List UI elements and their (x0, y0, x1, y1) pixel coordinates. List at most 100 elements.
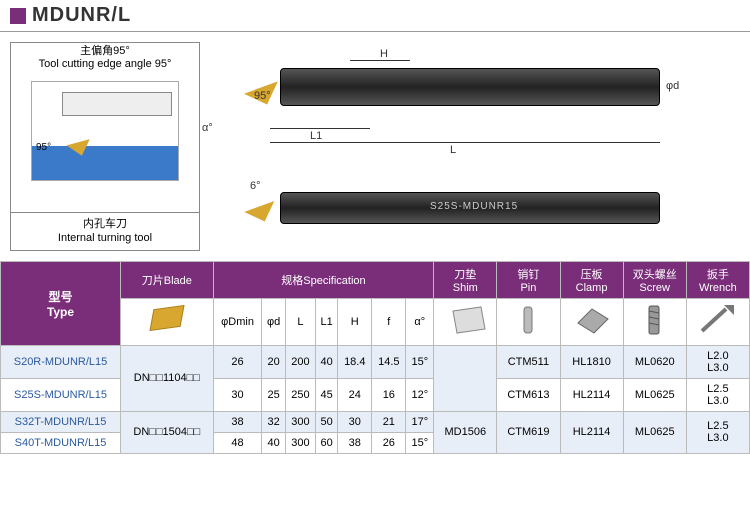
spec-col-H: H (338, 298, 372, 345)
spec-col-L1: L1 (316, 298, 338, 345)
cell: 21 (372, 411, 406, 432)
schematic-drawing: 95° (31, 81, 179, 181)
cell-type: S40T-MDUNR/L15 (1, 432, 121, 453)
cell: 300 (285, 411, 315, 432)
table-row: S32T-MDUNR/L15 DN□□1504□□ 38 32 300 50 3… (1, 411, 750, 432)
cell-type: S32T-MDUNR/L15 (1, 411, 121, 432)
schematic-workpiece (32, 146, 178, 180)
cell-wrench: L2.5 L3.0 (686, 378, 749, 411)
angle-caption-cn: 主偏角95° (11, 45, 199, 58)
cell: 30 (213, 378, 262, 411)
dim-L1: L1 (310, 130, 322, 142)
cell-type: S20R-MDUNR/L15 (1, 345, 121, 378)
cell: 38 (213, 411, 262, 432)
col-clamp: 压板 Clamp (560, 261, 623, 298)
angle-caption: 主偏角95° Tool cutting edge angle 95° (11, 43, 199, 71)
dim-phid: φd (666, 80, 679, 92)
schematic-box: 主偏角95° Tool cutting edge angle 95° 95° 内… (10, 42, 200, 251)
blade-image-cell (121, 298, 214, 345)
tool-bar-top (280, 68, 660, 106)
table-body: S20R-MDUNR/L15 DN□□1104□□ 26 20 200 40 1… (1, 345, 750, 453)
cell: 300 (285, 432, 315, 453)
spec-col-a: α° (406, 298, 434, 345)
cell-pin: CTM613 (497, 378, 560, 411)
cell-screw: ML0620 (623, 345, 686, 378)
insert-tip-bottom-icon (244, 201, 280, 227)
spec-col-dmin: φDmin (213, 298, 262, 345)
cell-shim: MD1506 (434, 411, 497, 453)
col-shim: 刀垫 Shim (434, 261, 497, 298)
cell: 16 (372, 378, 406, 411)
cell: 38 (338, 432, 372, 453)
cell: 17° (406, 411, 434, 432)
pin-image-cell (497, 298, 560, 345)
dim-H: H (380, 48, 388, 60)
angle-95-label: 95° (254, 90, 271, 102)
cell-pin: CTM511 (497, 345, 560, 378)
cell: 26 (372, 432, 406, 453)
caption-en: Internal turning tool (13, 231, 197, 245)
engraved-model: S25S-MDUNR15 (430, 201, 518, 212)
cell: 40 (316, 345, 338, 378)
schematic-top: 主偏角95° Tool cutting edge angle 95° 95° (11, 43, 199, 213)
col-screw: 双头螺丝 Screw (623, 261, 686, 298)
cell: 15° (406, 432, 434, 453)
cell: 200 (285, 345, 315, 378)
cell-wrench: L2.5 L3.0 (686, 411, 749, 453)
cell: 26 (213, 345, 262, 378)
angle-caption-en: Tool cutting edge angle 95° (11, 58, 199, 71)
page-header: MDUNR/L (0, 0, 750, 32)
schematic-caption: 内孔车刀 Internal turning tool (11, 213, 199, 250)
cell: 60 (316, 432, 338, 453)
shim-image-cell (434, 298, 497, 345)
header-square-icon (10, 8, 26, 24)
spec-table: 型号 Type 刀片Blade 规格Specification 刀垫 Shim … (0, 261, 750, 454)
cell: 24 (338, 378, 372, 411)
cell-blade: DN□□1104□□ (121, 345, 214, 411)
cell: 50 (316, 411, 338, 432)
product-title: MDUNR/L (32, 4, 131, 27)
cell: 14.5 (372, 345, 406, 378)
caption-cn: 内孔车刀 (13, 217, 197, 231)
angle-6-label: 6° (250, 180, 261, 192)
cell: 18.4 (338, 345, 372, 378)
clamp-image-cell (560, 298, 623, 345)
cell-shim (434, 345, 497, 411)
screw-image-cell (623, 298, 686, 345)
dim-L: L (450, 144, 456, 156)
pin-icon (506, 303, 550, 337)
col-blade: 刀片Blade (121, 261, 214, 298)
col-spec: 规格Specification (213, 261, 434, 298)
cell: 45 (316, 378, 338, 411)
dim-H-line (350, 60, 410, 61)
col-pin: 销钉 Pin (497, 261, 560, 298)
cell-blade: DN□□1504□□ (121, 411, 214, 453)
dim-L1-line (270, 128, 370, 129)
tool-render: H 95° α° L1 L φd 6° S25S-MDUNR15 (210, 42, 740, 251)
schematic-shaft (62, 92, 172, 116)
table-row: S25S-MDUNR/L15 30 25 250 45 24 16 12° CT… (1, 378, 750, 411)
cell-screw: ML0625 (623, 378, 686, 411)
cell-clamp: HL1810 (560, 345, 623, 378)
cell: 25 (262, 378, 286, 411)
table-row: S20R-MDUNR/L15 DN□□1104□□ 26 20 200 40 1… (1, 345, 750, 378)
spec-col-d: φd (262, 298, 286, 345)
cell: 250 (285, 378, 315, 411)
blade-rhombus-icon (149, 305, 184, 331)
wrench-image-cell (686, 298, 749, 345)
screw-icon (633, 303, 677, 337)
cell: 12° (406, 378, 434, 411)
clamp-icon (570, 303, 614, 337)
cell-wrench: L2.0 L3.0 (686, 345, 749, 378)
schematic-angle-label: 95° (36, 142, 51, 153)
col-wrench: 扳手 Wrench (686, 261, 749, 298)
cell: 30 (338, 411, 372, 432)
cell-clamp: HL2114 (560, 411, 623, 453)
dim-L-line (270, 142, 660, 143)
shim-icon (443, 303, 487, 337)
wrench-icon (696, 303, 740, 337)
cell: 40 (262, 432, 286, 453)
cell-type: S25S-MDUNR/L15 (1, 378, 121, 411)
diagram-section: 主偏角95° Tool cutting edge angle 95° 95° 内… (0, 32, 750, 261)
cell: 32 (262, 411, 286, 432)
